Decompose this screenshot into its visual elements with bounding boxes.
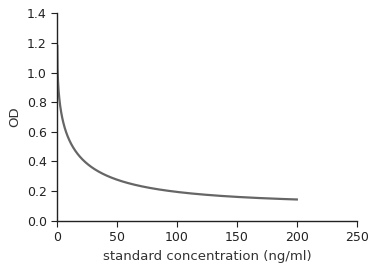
X-axis label: standard concentration (ng/ml): standard concentration (ng/ml) <box>103 250 311 263</box>
Y-axis label: OD: OD <box>8 107 21 127</box>
